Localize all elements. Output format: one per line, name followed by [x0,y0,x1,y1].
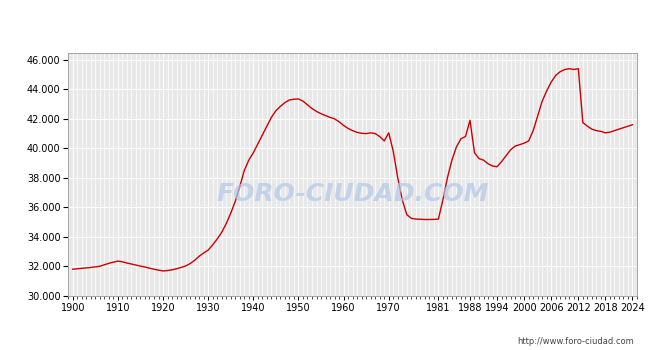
Text: Antequera (Municipio) - Evolucion del numero de Habitantes: Antequera (Municipio) - Evolucion del nu… [98,16,552,29]
Text: FORO-CIUDAD.COM: FORO-CIUDAD.COM [216,182,489,205]
Text: http://www.foro-ciudad.com: http://www.foro-ciudad.com [517,337,634,346]
